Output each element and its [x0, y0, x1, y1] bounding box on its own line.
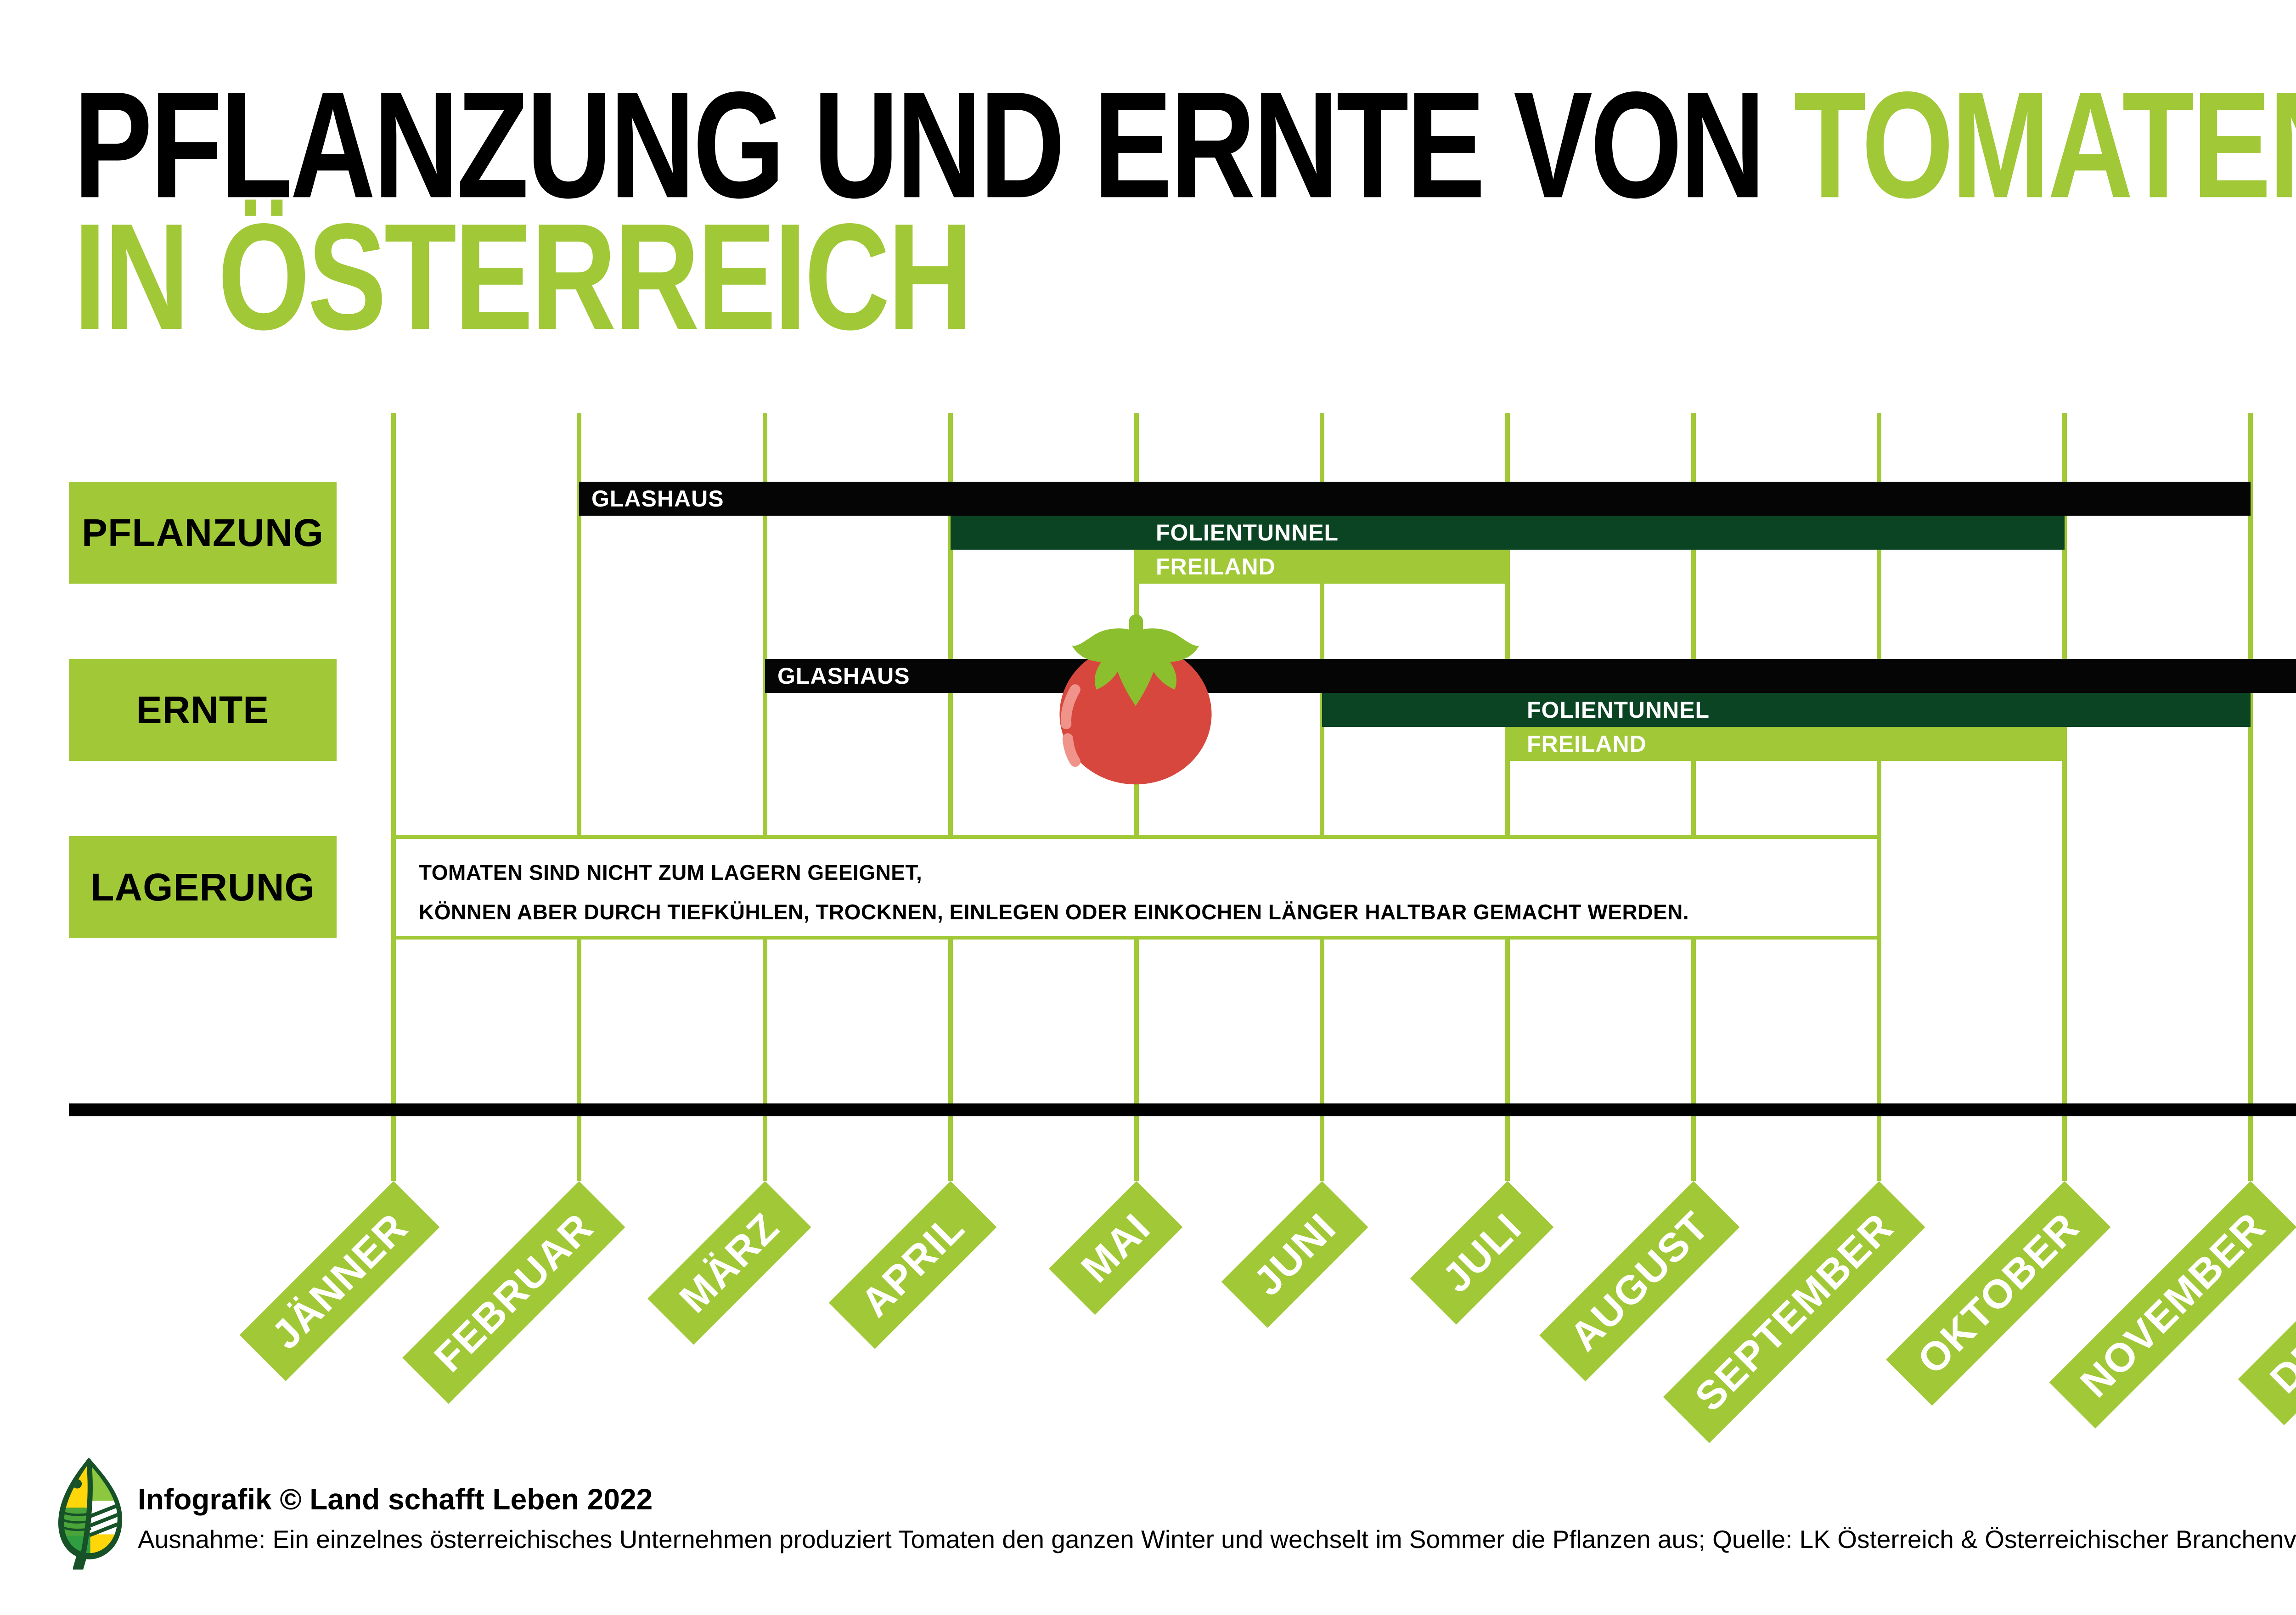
bar-pflanzung-glashaus: GLASHAUS: [579, 482, 2251, 516]
lagerung-note-text: TOMATEN SIND NICHT ZUM LAGERN GEEIGNET, …: [419, 853, 1689, 932]
month-tag-mai: MAI: [1049, 1181, 1183, 1315]
page-title-line2: IN ÖSTERREICH: [73, 191, 973, 361]
month-gridline-jaenner: [391, 413, 396, 1181]
month-gridline-juli: [1505, 413, 1510, 1181]
bar-ernte-freiland: FREILAND: [1508, 727, 2065, 761]
lagerung-note-line2: KÖNNEN ABER DURCH TIEFKÜHLEN, TROCKNEN, …: [419, 900, 1689, 924]
month-tag-april: APRIL: [828, 1181, 997, 1349]
month-gridline-september: [1877, 413, 1881, 1181]
title-green-text: TOMATEN: [1794, 60, 2296, 230]
bar-label: GLASHAUS: [777, 663, 910, 689]
timeline-axis: [69, 1103, 2296, 1116]
month-gridline-april: [948, 413, 953, 1181]
page-title-line1: PFLANZUNG UND ERNTE VON TOMATEN: [73, 69, 2296, 220]
month-gridline-maerz: [763, 413, 767, 1181]
bar-ernte-folientunnel: FOLIENTUNNEL: [1322, 693, 2251, 727]
month-gridline-juni: [1320, 413, 1324, 1181]
bar-label: GLASHAUS: [591, 486, 724, 512]
bar-ernte-glashaus: GLASHAUS: [765, 659, 2296, 693]
bar-label: FREILAND: [1527, 731, 1647, 757]
month-tag-juni: JUNI: [1221, 1181, 1368, 1328]
bar-pflanzung-folientunnel: FOLIENTUNNEL: [951, 516, 2065, 550]
tomato-icon: [1059, 614, 1212, 785]
title-black-text: PFLANZUNG UND ERNTE VON: [73, 60, 1794, 230]
month-tag-februar: FEBRUAR: [402, 1181, 625, 1404]
bar-label: FREILAND: [1156, 554, 1276, 580]
bar-pflanzung-freiland: FREILAND: [1137, 550, 1508, 584]
month-gridline-november: [2248, 413, 2253, 1181]
footer-credit: Infografik © Land schafft Leben 2022: [138, 1483, 653, 1516]
lagerung-note-box: TOMATEN SIND NICHT ZUM LAGERN GEEIGNET, …: [391, 835, 1881, 940]
bar-label: FOLIENTUNNEL: [1527, 697, 1710, 723]
lagerung-note-line1: TOMATEN SIND NICHT ZUM LAGERN GEEIGNET,: [419, 861, 923, 884]
footer-source-note: Ausnahme: Ein einzelnes österreichisches…: [138, 1525, 2296, 1553]
row-label-pflanzung: PFLANZUNG: [69, 482, 337, 584]
row-label-lagerung: LAGERUNG: [69, 836, 337, 938]
row-label-ernte: ERNTE: [69, 659, 337, 761]
land-schafft-leben-logo: [58, 1457, 123, 1570]
month-gridline-oktober: [2062, 413, 2067, 1181]
month-gridline-august: [1691, 413, 1696, 1181]
bar-label: FOLIENTUNNEL: [1156, 520, 1339, 546]
month-tag-maerz: MÄRZ: [647, 1181, 811, 1345]
month-gridline-mai: [1134, 413, 1139, 1181]
month-gridline-februar: [577, 413, 581, 1181]
month-tag-juli: JULI: [1410, 1181, 1554, 1325]
